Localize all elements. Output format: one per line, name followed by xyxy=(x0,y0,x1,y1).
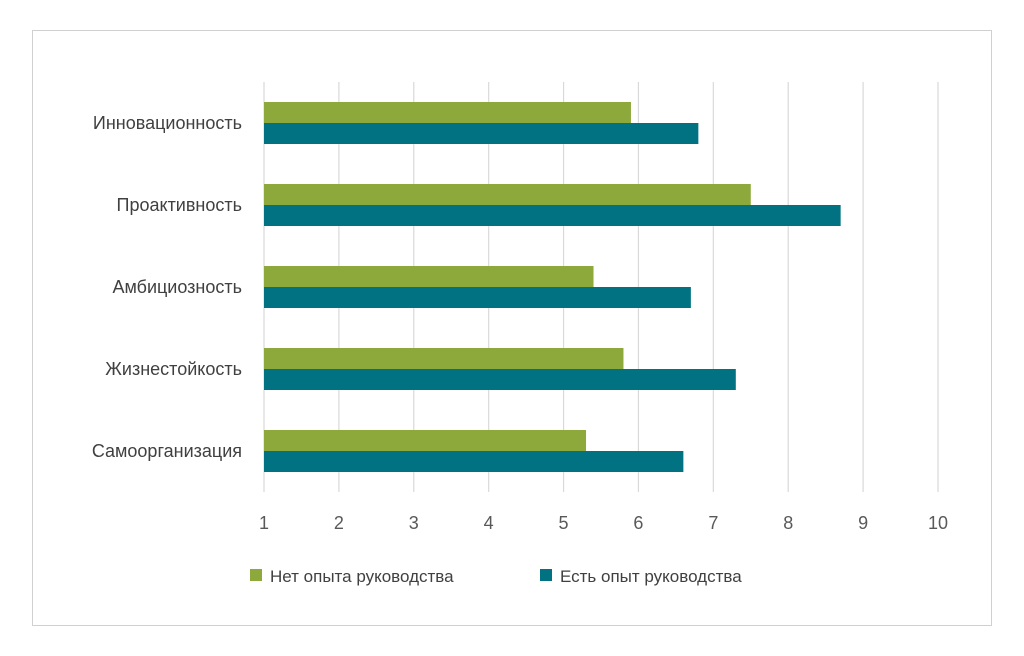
legend: Нет опыта руководства Есть опыт руководст… xyxy=(250,567,742,586)
category-label: Инновационность xyxy=(93,113,242,133)
gridlines xyxy=(263,82,939,492)
x-tick-label: 7 xyxy=(708,513,718,533)
x-tick-label: 6 xyxy=(633,513,643,533)
bar-experience-0 xyxy=(264,123,699,144)
x-tick-label: 8 xyxy=(783,513,793,533)
bar-no-experience-3 xyxy=(264,348,624,369)
category-label: Самоорганизация xyxy=(92,441,242,461)
bar-no-experience-2 xyxy=(264,266,594,287)
bar-no-experience-0 xyxy=(264,102,631,123)
legend-swatch-1 xyxy=(540,569,552,581)
category-label: Проактивность xyxy=(117,195,242,215)
bar-no-experience-1 xyxy=(264,184,751,205)
category-label: Амбициозность xyxy=(112,277,242,297)
x-tick-label: 5 xyxy=(559,513,569,533)
x-tick-label: 2 xyxy=(334,513,344,533)
x-tick-label: 1 xyxy=(259,513,269,533)
bars xyxy=(264,102,841,472)
x-tick-label: 3 xyxy=(409,513,419,533)
bar-experience-4 xyxy=(264,451,684,472)
bar-experience-3 xyxy=(264,369,736,390)
bar-experience-2 xyxy=(264,287,691,308)
legend-label-0: Нет опыта руководства xyxy=(270,567,454,586)
legend-label-1: Есть опыт руководства xyxy=(560,567,742,586)
category-labels: Инновационность Проактивность Амбициозност… xyxy=(92,113,242,461)
category-label: Жизнестойкость xyxy=(105,359,242,379)
bar-experience-1 xyxy=(264,205,841,226)
x-tick-label: 9 xyxy=(858,513,868,533)
x-axis-ticks: 1 2 3 4 5 6 7 8 9 10 xyxy=(259,513,948,533)
legend-swatch-0 xyxy=(250,569,262,581)
x-tick-label: 10 xyxy=(928,513,948,533)
x-tick-label: 4 xyxy=(484,513,494,533)
bar-no-experience-4 xyxy=(264,430,587,451)
